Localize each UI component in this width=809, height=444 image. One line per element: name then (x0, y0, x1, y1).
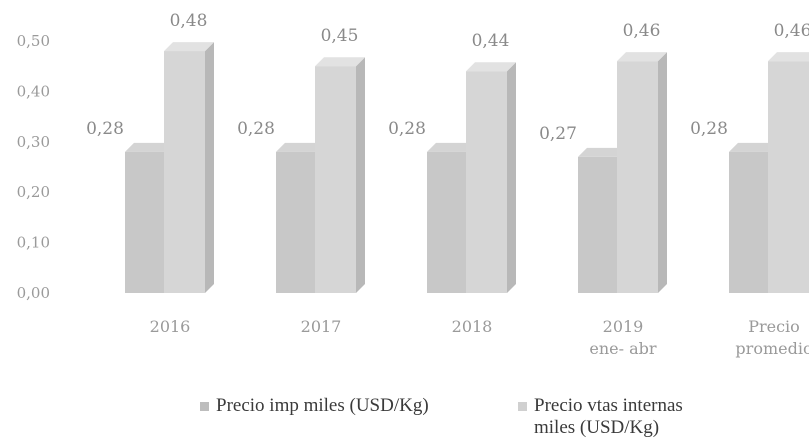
y-tick-label: 0,10 (17, 234, 50, 252)
legend-swatch-vtas (518, 402, 527, 411)
data-label: 0,46 (774, 21, 809, 41)
legend-label-vtas: Precio vtas internas miles (USD/Kg) (534, 395, 683, 439)
data-label: 0,48 (170, 11, 208, 31)
bar (466, 71, 507, 294)
data-label: 0,28 (690, 119, 728, 139)
data-label: 0,28 (86, 119, 124, 139)
bar-top (729, 142, 779, 152)
bar-top (466, 62, 516, 72)
bar-side (658, 52, 667, 293)
legend: Precio imp miles (USD/Kg) Precio vtas in… (0, 395, 809, 444)
data-label: 0,28 (388, 119, 426, 139)
bar (617, 61, 658, 293)
bar-side (356, 57, 365, 294)
bar (276, 151, 317, 293)
legend-label-vtas-line1: Precio vtas internas (534, 395, 683, 416)
data-label: 0,46 (623, 21, 661, 41)
bar-top (578, 147, 628, 157)
y-tick-label: 0,40 (17, 82, 50, 100)
bar-top (164, 42, 214, 52)
bars (125, 42, 809, 294)
category-labels: 2016 2017 2018 2019 ene- abr Precio promedio (150, 317, 809, 358)
legend-label-vtas-line2: miles (USD/Kg) (534, 417, 660, 438)
category-label: Precio promedio (735, 317, 809, 358)
y-axis-ticks: 0,00 0,10 0,20 0,30 0,40 0,50 (17, 32, 50, 302)
category-label: 2017 (301, 317, 342, 336)
data-label: 0,28 (237, 119, 275, 139)
legend-label-imp: Precio imp miles (USD/Kg) (216, 395, 429, 416)
data-label: 0,27 (539, 124, 577, 144)
bar (315, 66, 356, 293)
y-tick-label: 0,30 (17, 133, 50, 151)
y-tick-label: 0,50 (17, 32, 50, 50)
legend-item-vtas: Precio vtas internas miles (USD/Kg) (518, 395, 683, 439)
bar-top (427, 142, 477, 152)
y-tick-label: 0,20 (17, 183, 50, 201)
bar-top (768, 52, 809, 62)
category-label: 2019 ene- abr (589, 317, 657, 358)
bar-top (276, 142, 326, 152)
bar-top (315, 57, 365, 67)
bar (729, 151, 770, 293)
bar-side (205, 42, 214, 293)
bar (164, 51, 205, 293)
bar (125, 151, 166, 293)
data-label: 0,44 (472, 31, 510, 51)
legend-swatch-imp (200, 402, 209, 411)
bar-side (507, 62, 516, 293)
data-labels: 0,28 0,48 0,28 0,45 0,28 0,44 0,27 0,46 0,28 0,46 (86, 11, 809, 144)
bar (768, 61, 809, 293)
bar (427, 151, 468, 293)
bar-top (617, 52, 667, 62)
category-label: 2016 (150, 317, 191, 336)
y-tick-label: 0,00 (17, 284, 50, 302)
bar-top (125, 142, 175, 152)
category-label: 2018 (452, 317, 493, 336)
data-label: 0,45 (321, 26, 359, 46)
bar (578, 156, 619, 293)
legend-item-imp: Precio imp miles (USD/Kg) (200, 395, 429, 417)
